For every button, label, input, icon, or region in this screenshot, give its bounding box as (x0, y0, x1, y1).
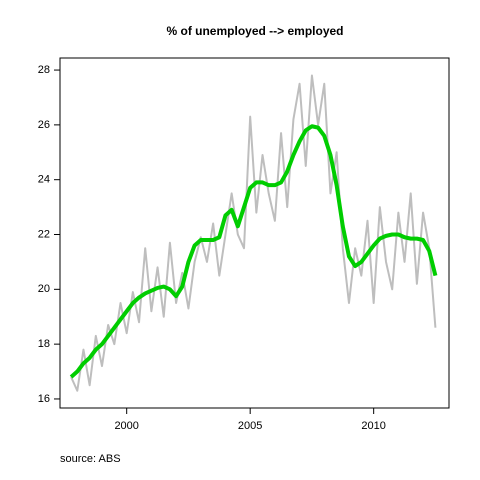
source-note: source: ABS (60, 453, 121, 465)
x-tick-label: 2010 (361, 420, 385, 432)
y-tick-label: 16 (38, 393, 50, 405)
chart-title: % of unemployed --> employed (166, 24, 343, 38)
x-tick-label: 2000 (114, 420, 138, 432)
series-line (70, 74, 437, 392)
y-tick-label: 24 (38, 174, 50, 186)
series-line (69, 124, 438, 379)
y-tick-label: 18 (38, 338, 50, 350)
plot-frame (59, 57, 450, 409)
y-tick-label: 20 (38, 283, 50, 295)
y-tick-label: 22 (38, 228, 50, 240)
y-tick-label: 28 (38, 64, 50, 76)
y-tick-label: 26 (38, 119, 50, 131)
x-tick-label: 2005 (238, 420, 262, 432)
